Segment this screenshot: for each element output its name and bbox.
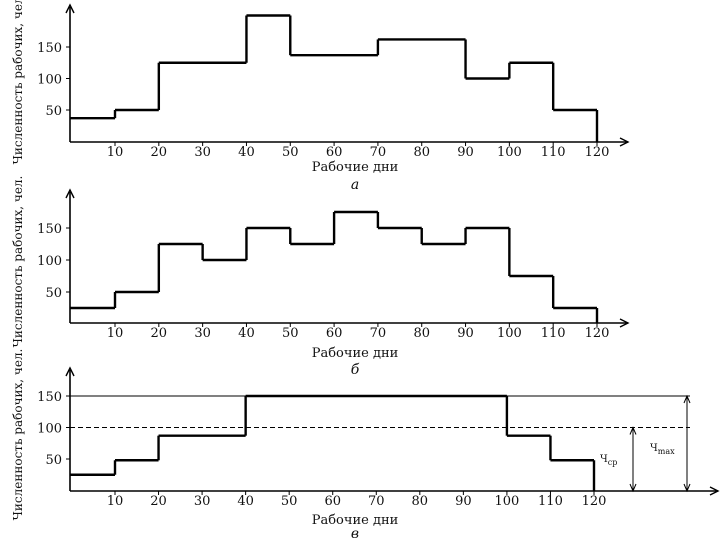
y-axis-title: Численность рабочих, чел. [11, 0, 25, 164]
x-tick-label: 90 [457, 326, 474, 341]
x-tick-label: 100 [494, 494, 519, 509]
dimension-arrow-top [683, 394, 691, 404]
panel-label: б [351, 362, 360, 378]
x-tick-label: 90 [455, 494, 472, 509]
x-tick-label: 50 [282, 326, 299, 341]
x-tick-label: 100 [497, 145, 522, 160]
y-tick-label: 100 [37, 73, 62, 88]
chart-panel: 10 20 30 40 50 60 70 80 90 100 110 120 50 100 150 Рабоч… [11, 176, 630, 378]
x-tick-label: 50 [281, 494, 298, 509]
panel-label: а [351, 177, 359, 193]
average-count-label: Чср [600, 454, 617, 467]
x-tick-label: 20 [150, 494, 167, 509]
x-tick-label: 70 [368, 494, 385, 509]
x-tick-label: 120 [585, 326, 610, 341]
chart-panel: 10 20 30 40 50 60 70 80 90 100 110 120 50 100 150 Рабоч… [11, 0, 630, 193]
y-axis-arrow [65, 366, 75, 377]
x-tick-label: 120 [582, 494, 607, 509]
x-tick-label: 10 [107, 326, 124, 341]
y-axis-arrow [65, 3, 75, 14]
x-tick-label: 70 [370, 326, 387, 341]
x-tick-label: 30 [194, 494, 211, 509]
y-axis-arrow [65, 188, 75, 199]
x-tick-label: 40 [238, 326, 255, 341]
x-axis-arrow [619, 137, 630, 147]
y-tick-label: 150 [37, 222, 62, 237]
x-axis-title: Рабочие дни [312, 346, 399, 361]
dimension-arrow-bottom [629, 483, 637, 493]
x-tick-label: 110 [541, 326, 566, 341]
x-tick-label: 110 [538, 494, 563, 509]
y-tick-label: 100 [37, 422, 62, 437]
x-axis-title: Рабочие дни [312, 513, 399, 528]
x-tick-label: 70 [370, 145, 387, 160]
x-tick-label: 50 [282, 145, 299, 160]
x-tick-label: 10 [107, 494, 124, 509]
x-tick-label: 80 [412, 494, 429, 509]
y-tick-label: 50 [45, 453, 62, 468]
x-tick-label: 30 [194, 326, 211, 341]
x-tick-label: 60 [326, 145, 343, 160]
y-tick-label: 50 [45, 286, 62, 301]
y-axis-title: Численность рабочих, чел. [11, 349, 25, 521]
max-count-label: Чmax [650, 443, 675, 456]
x-tick-label: 40 [237, 494, 254, 509]
y-tick-label: 50 [45, 104, 62, 119]
x-axis-arrow [619, 318, 630, 328]
y-tick-label: 150 [37, 390, 62, 405]
x-tick-label: 80 [413, 326, 430, 341]
x-tick-label: 20 [151, 326, 168, 341]
dimension-arrow-top [629, 426, 637, 435]
x-tick-label: 60 [324, 494, 341, 509]
panel-label: в [351, 526, 359, 540]
x-axis-arrow [709, 486, 720, 496]
x-axis-title: Рабочие дни [312, 160, 399, 175]
x-tick-label: 60 [326, 326, 343, 341]
x-tick-label: 110 [541, 145, 566, 160]
chart-panel: 10 20 30 40 50 60 70 80 90 100 110 120 50 100 150 Рабоч… [11, 349, 720, 542]
x-tick-label: 80 [413, 145, 430, 160]
x-tick-label: 120 [585, 145, 610, 160]
x-tick-label: 10 [107, 145, 124, 160]
y-tick-label: 100 [37, 254, 62, 269]
dimension-arrow-bottom [683, 483, 691, 493]
x-tick-label: 30 [194, 145, 211, 160]
x-tick-label: 90 [457, 145, 474, 160]
y-tick-label: 150 [37, 41, 62, 56]
y-axis-title: Численность рабочих, чел. [11, 176, 25, 348]
x-tick-label: 100 [497, 326, 522, 341]
x-tick-label: 20 [151, 145, 168, 160]
x-tick-label: 40 [238, 145, 255, 160]
